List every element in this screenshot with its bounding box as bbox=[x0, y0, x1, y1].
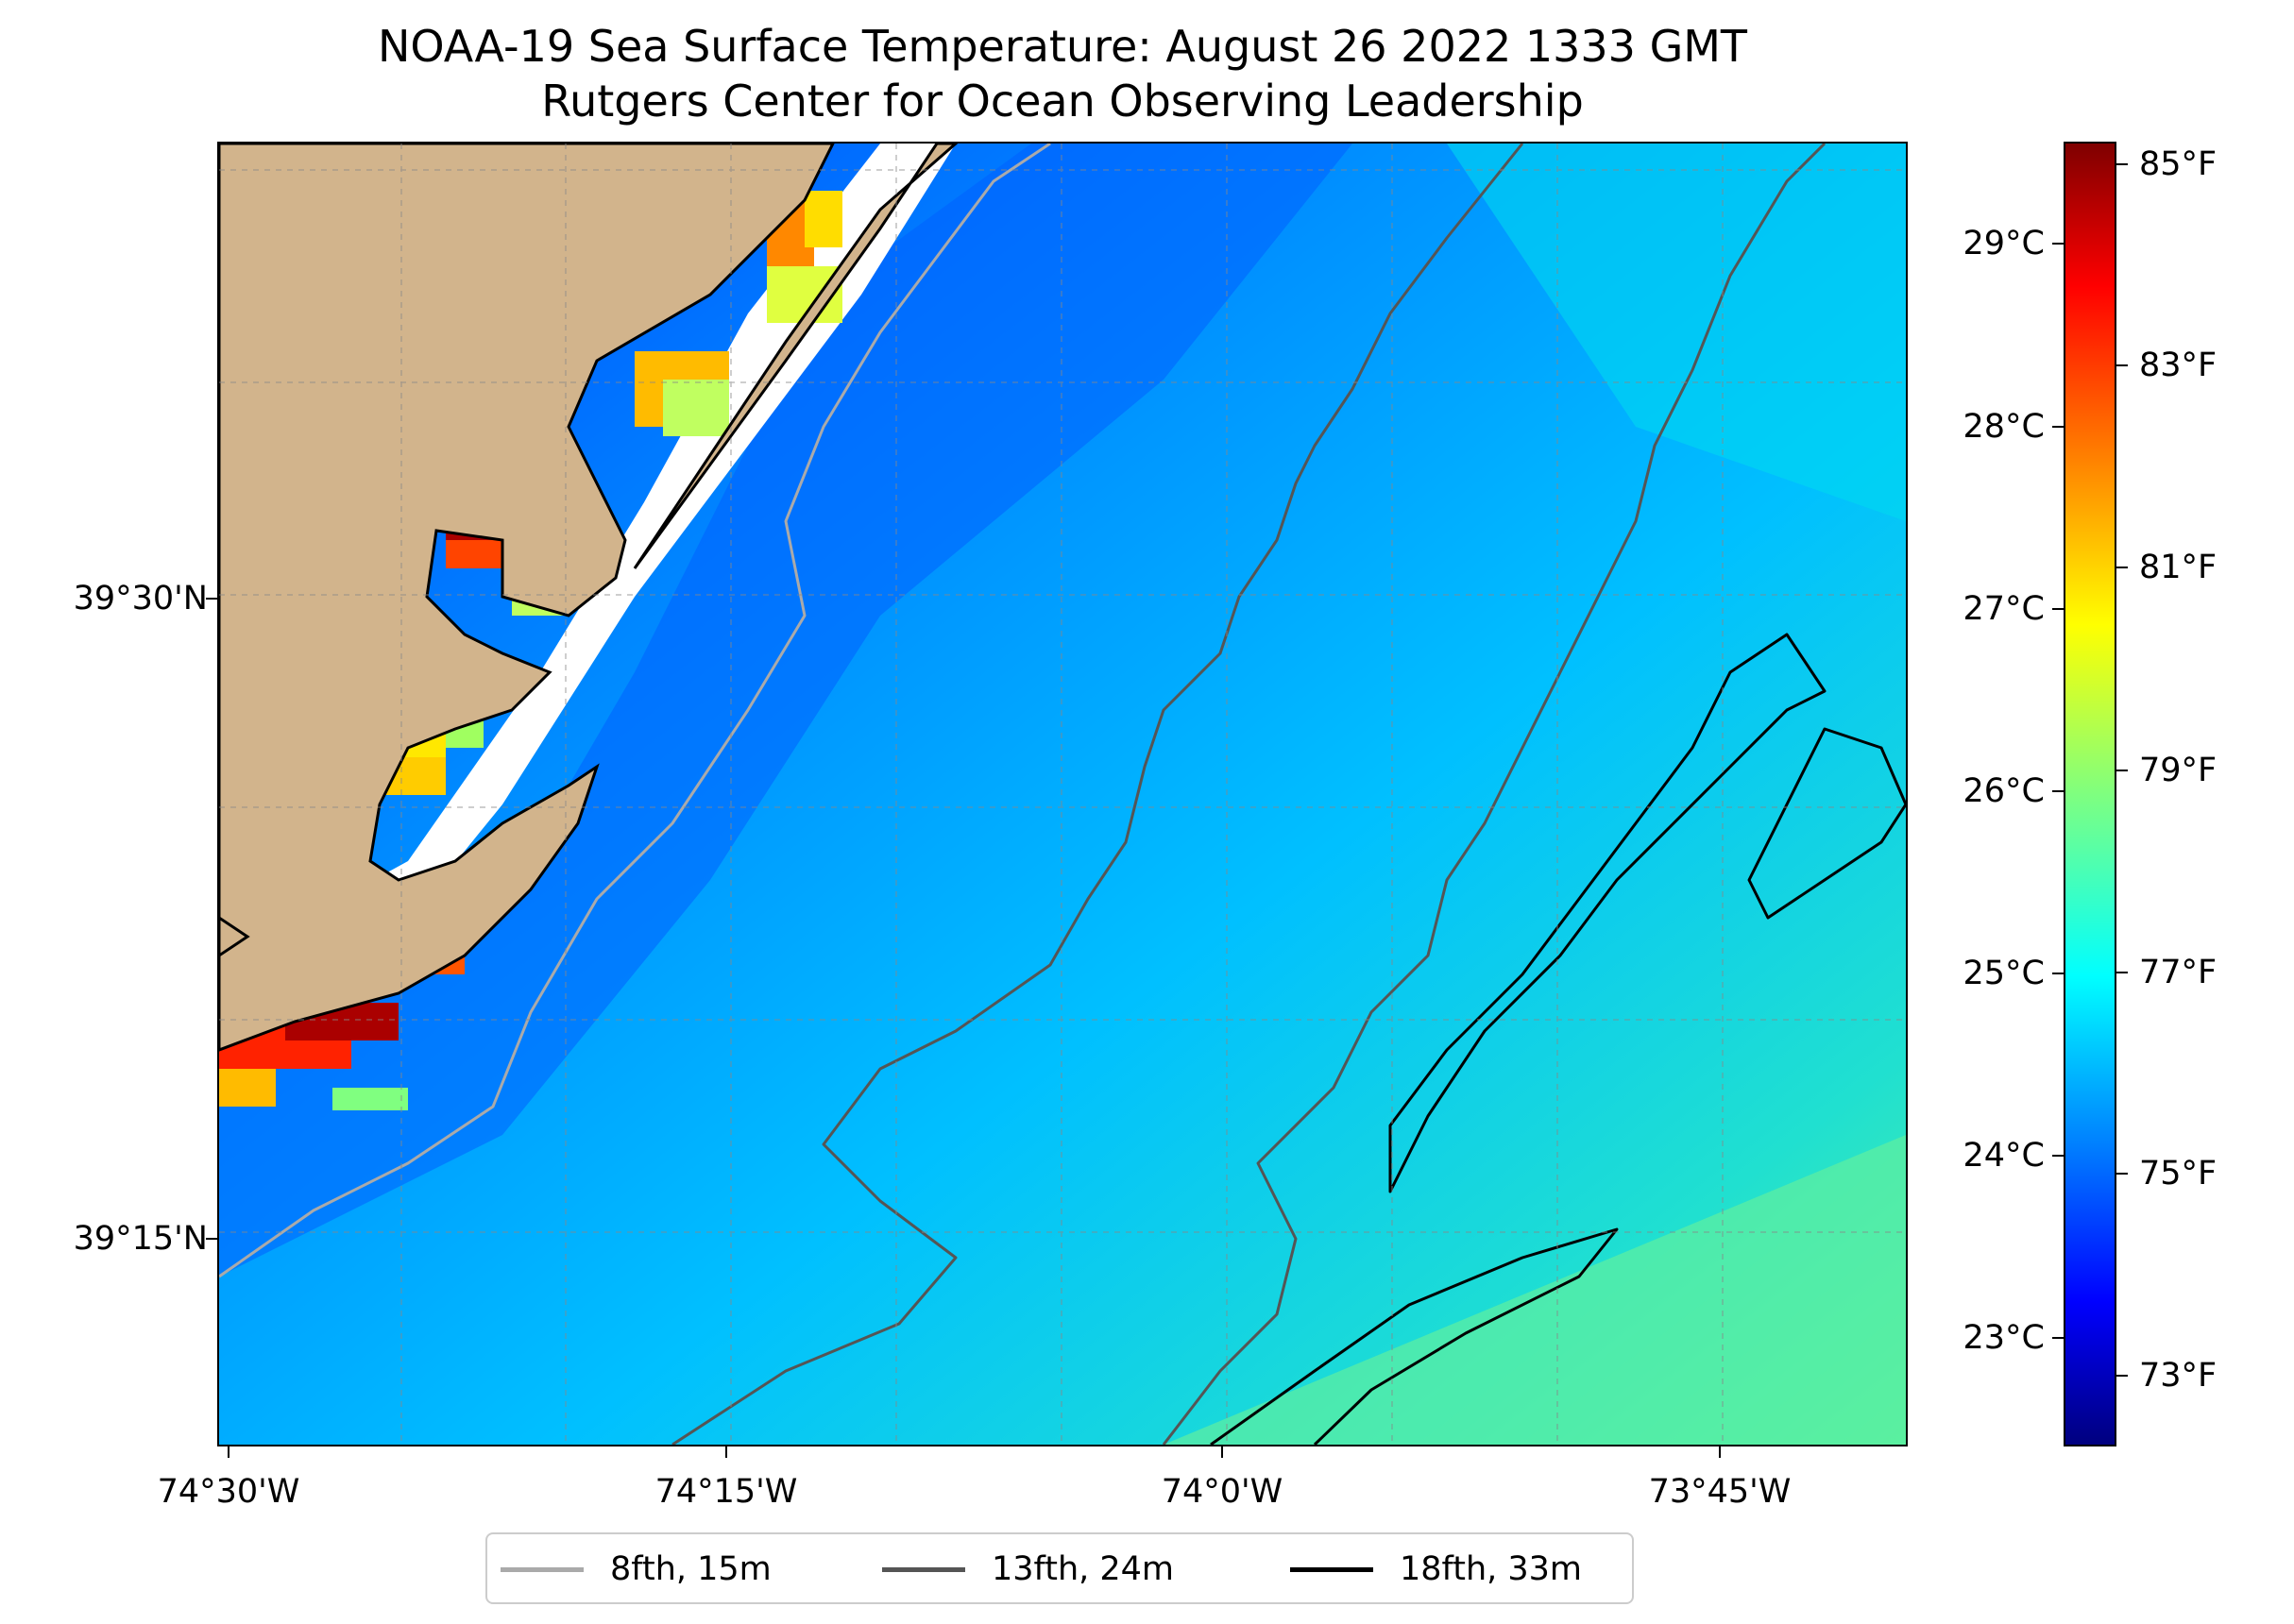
southeast-warm-area bbox=[1164, 1135, 1906, 1445]
legend-label: 13fth, 24m bbox=[992, 1550, 1175, 1588]
colorbar-fahrenheit-label: 81°F bbox=[2139, 549, 2218, 586]
offshore-warm-patch bbox=[1447, 144, 1906, 521]
map-title: NOAA-19 Sea Surface Temperature: August … bbox=[377, 21, 1747, 72]
legend-item-8fth: 8fth, 15m bbox=[501, 1548, 772, 1591]
land-mass bbox=[219, 144, 835, 1052]
colorbar-fahrenheit-label: 79°F bbox=[2139, 752, 2218, 789]
sst-field bbox=[219, 144, 1906, 1445]
y-tick-label: 39°30'N bbox=[73, 580, 208, 617]
graticule bbox=[219, 144, 1906, 1445]
legend-line-swatch bbox=[1290, 1566, 1373, 1572]
southern-land-tip bbox=[219, 916, 250, 957]
legend-item-18fth: 18fth, 33m bbox=[1290, 1548, 1582, 1591]
colorbar-celsius-label: 28°C bbox=[1963, 408, 2045, 446]
colorbar-fahrenheit-label: 85°F bbox=[2139, 145, 2218, 183]
barrier-spit bbox=[633, 144, 959, 569]
colorbar bbox=[2064, 142, 2116, 1446]
legend-line-swatch bbox=[882, 1566, 965, 1572]
x-tick-label: 74°0'W bbox=[1161, 1473, 1283, 1511]
colorbar-celsius-label: 24°C bbox=[1963, 1137, 2045, 1175]
isobath-13fth bbox=[671, 144, 1524, 1445]
colorbar-fahrenheit-label: 75°F bbox=[2139, 1155, 2218, 1193]
x-tick-label: 74°30'W bbox=[157, 1473, 300, 1511]
colorbar-celsius-label: 23°C bbox=[1963, 1319, 2045, 1357]
colorbar-celsius-label: 27°C bbox=[1963, 590, 2045, 628]
sst-map bbox=[217, 142, 1908, 1446]
legend-line-swatch bbox=[501, 1566, 584, 1572]
isobath-legend: 8fth, 15m 13fth, 24m 18fth, 33m bbox=[485, 1532, 1634, 1604]
legend-label: 8fth, 15m bbox=[610, 1550, 772, 1588]
isobath-13fth-b bbox=[1162, 144, 1827, 1445]
y-tick-label: 39°15'N bbox=[73, 1220, 208, 1258]
isobath-18fth-b bbox=[1388, 633, 1827, 1193]
colorbar-fahrenheit-label: 73°F bbox=[2139, 1357, 2218, 1395]
x-tick-label: 73°45'W bbox=[1648, 1473, 1792, 1511]
isobath-8fth bbox=[219, 144, 1051, 1278]
colorbar-celsius-label: 25°C bbox=[1963, 955, 2045, 992]
isobath-18fth-c bbox=[1747, 727, 1906, 920]
colorbar-celsius-label: 29°C bbox=[1963, 225, 2045, 262]
colorbar-fahrenheit-label: 77°F bbox=[2139, 954, 2218, 991]
legend-label: 18fth, 33m bbox=[1400, 1550, 1583, 1588]
colorbar-fahrenheit-label: 83°F bbox=[2139, 347, 2218, 384]
isobath-18fth bbox=[1210, 1227, 1619, 1445]
x-tick-label: 74°15'W bbox=[654, 1473, 798, 1511]
cool-band bbox=[219, 144, 1352, 1277]
map-subtitle: Rutgers Center for Ocean Observing Leade… bbox=[541, 76, 1584, 127]
colorbar-celsius-label: 26°C bbox=[1963, 772, 2045, 810]
legend-item-13fth: 13fth, 24m bbox=[882, 1548, 1174, 1591]
